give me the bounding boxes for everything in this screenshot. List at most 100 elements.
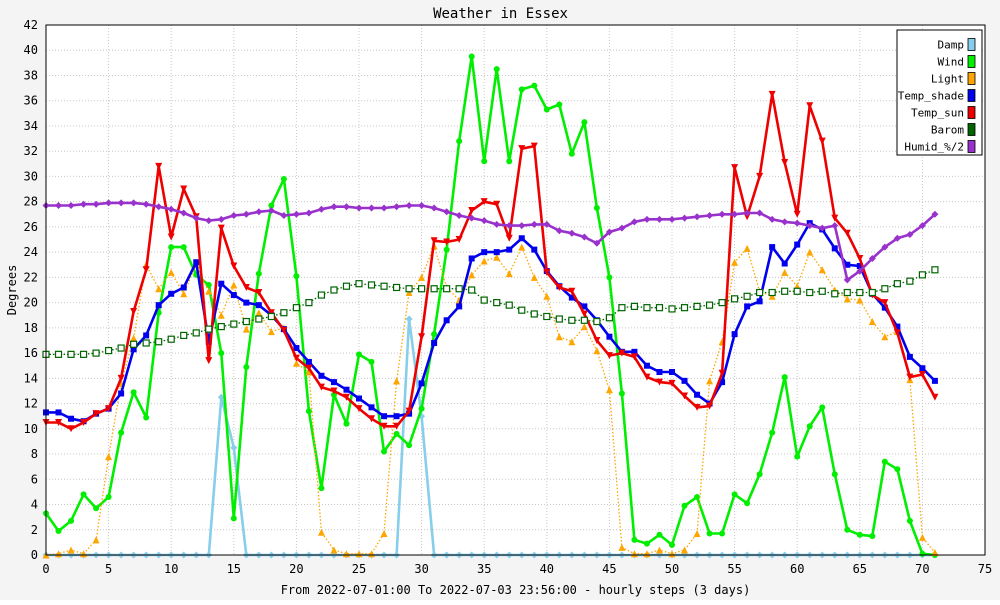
series-wind-point xyxy=(556,101,563,108)
series-light-point xyxy=(305,368,313,376)
series-barom-point xyxy=(92,349,100,357)
series-temp-shade-point xyxy=(55,409,62,416)
series-wind-point xyxy=(243,363,250,370)
y-tick-label: 18 xyxy=(24,321,38,335)
series-temp-shade-point xyxy=(343,386,350,393)
series-humid-2-point xyxy=(568,229,576,237)
series-wind-point xyxy=(93,505,100,512)
series-humid-2-point xyxy=(731,210,739,218)
series-temp-sun-point xyxy=(342,393,350,401)
series-temp-shade-point xyxy=(531,246,538,253)
series-temp-sun-point xyxy=(893,329,901,337)
series-temp-shade-point xyxy=(919,365,926,372)
series-temp-shade-line xyxy=(46,221,936,423)
series-barom-point xyxy=(54,350,63,358)
series-wind-point xyxy=(318,485,325,492)
series-temp-sun-point xyxy=(368,415,376,423)
series-barom-point xyxy=(768,288,776,297)
series-temp-shade-point xyxy=(193,259,200,266)
series-temp-shade-point xyxy=(681,377,688,384)
legend-swatch xyxy=(967,89,976,102)
series-temp-sun-point xyxy=(305,364,313,372)
series-temp-sun-point xyxy=(393,422,401,430)
series-barom-point xyxy=(630,302,639,311)
series-barom-point xyxy=(468,286,476,294)
series-temp-shade-point xyxy=(694,391,701,398)
series-barom-point xyxy=(756,288,764,297)
series-humid-2-point xyxy=(368,204,376,212)
series-temp-shade-point xyxy=(143,332,150,339)
series-wind-point xyxy=(80,491,87,498)
series-light-point xyxy=(180,290,188,298)
x-tick-label: 25 xyxy=(352,562,366,576)
series-barom-point xyxy=(618,304,626,312)
series-temp-sun-point xyxy=(292,354,300,362)
series-humid-2-point xyxy=(455,212,463,220)
series-humid-2-point xyxy=(555,227,563,235)
series-barom-point xyxy=(292,304,300,312)
y-tick-label: 24 xyxy=(24,245,38,259)
series-temp-shade-point xyxy=(305,358,312,365)
series-wind-point xyxy=(819,404,826,411)
series-barom-point xyxy=(443,285,451,293)
series-wind-point xyxy=(781,374,788,381)
series-temp-shade-point xyxy=(568,294,575,301)
series-temp-sun-point xyxy=(142,266,150,274)
series-temp-sun-point xyxy=(768,90,776,98)
series-barom-point xyxy=(893,280,901,288)
series-barom-point xyxy=(480,296,488,304)
x-tick-label: 40 xyxy=(540,562,554,576)
series-wind-point xyxy=(518,86,525,93)
series-wind-point xyxy=(130,389,137,396)
series-temp-shade-point xyxy=(443,317,450,324)
series-wind-point xyxy=(168,244,175,251)
legend-swatch xyxy=(967,72,976,85)
series-wind-point xyxy=(719,530,726,537)
series-barom-point xyxy=(167,335,175,343)
series-barom-point xyxy=(718,299,726,307)
y-tick-label: 8 xyxy=(31,447,38,461)
y-tick-label: 20 xyxy=(24,296,38,310)
x-tick-label: 15 xyxy=(227,562,241,576)
series-temp-shade-point xyxy=(118,390,125,397)
series-temp-sun-point xyxy=(430,237,438,245)
series-wind-point xyxy=(293,273,300,280)
series-humid-2-point xyxy=(280,212,288,220)
series-temp-sun-point xyxy=(405,407,413,415)
series-barom-point xyxy=(655,304,664,312)
legend-swatch xyxy=(967,123,976,136)
tick-layer: 0246810121416182022242628303234363840420… xyxy=(24,18,993,576)
series-humid-2-point xyxy=(868,254,876,262)
series-barom-point xyxy=(455,285,463,293)
series-light-point xyxy=(593,347,601,355)
series-humid-2-point xyxy=(130,199,138,207)
series-damp-point xyxy=(230,444,238,452)
x-tick-label: 60 xyxy=(790,562,804,576)
series-light-point xyxy=(605,386,613,394)
series-humid-2-point xyxy=(405,201,413,209)
series-light-point xyxy=(806,248,814,256)
series-humid-2-point xyxy=(205,217,213,225)
series-humid-2-point xyxy=(342,203,350,211)
series-barom-point xyxy=(668,305,676,313)
series-humid-2-point xyxy=(267,207,275,214)
x-tick-label: 0 xyxy=(42,562,49,576)
series-wind-point xyxy=(406,442,413,449)
series-humid-2-point xyxy=(67,201,75,209)
series-barom-point xyxy=(367,281,376,289)
series-humid-2-point xyxy=(643,215,651,223)
legend-swatch xyxy=(967,106,976,119)
series-temp-sun-point xyxy=(167,233,175,241)
series-humid-2-point xyxy=(806,222,814,230)
series-wind-point xyxy=(205,281,212,288)
series-light-point xyxy=(618,543,626,551)
legend-swatch xyxy=(967,55,976,68)
series-temp-sun-point xyxy=(418,333,426,341)
series-barom-point xyxy=(267,312,275,321)
series-temp-sun-point xyxy=(555,283,563,291)
series-light-point xyxy=(167,268,175,276)
series-barom-point xyxy=(781,287,789,295)
series-light-point xyxy=(530,273,538,281)
series-temp-sun-point xyxy=(605,352,613,360)
